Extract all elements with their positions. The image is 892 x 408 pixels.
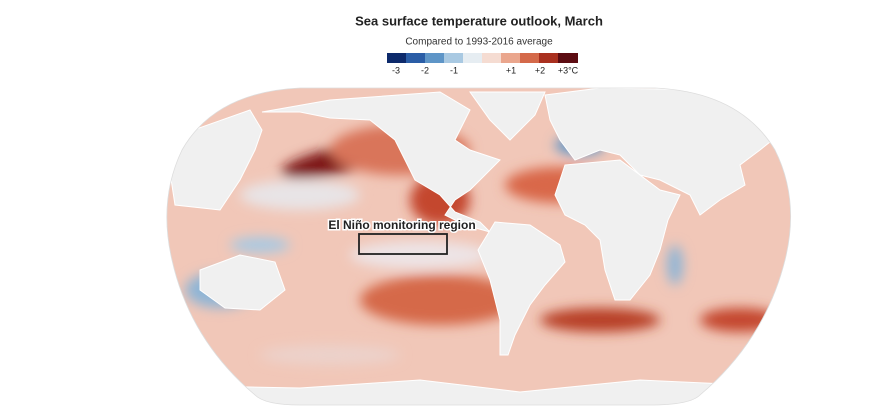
title: Sea surface temperature outlook, March: [355, 13, 603, 28]
legend-swatch: [463, 53, 482, 63]
legend-swatch: [539, 53, 558, 63]
legend-swatch: [387, 53, 406, 63]
legend-label: -2: [421, 65, 429, 75]
legend-label: -1: [450, 65, 458, 75]
legend-swatch: [406, 53, 425, 63]
subtitle: Compared to 1993-2016 average: [405, 37, 553, 48]
legend-swatch: [482, 53, 501, 63]
legend-swatch: [558, 53, 578, 63]
legend-label: +2: [535, 65, 545, 75]
annotation: El Niño monitoring region: [328, 218, 475, 232]
globe-outline: [166, 87, 792, 406]
legend-swatch: [501, 53, 520, 63]
color-legend: -3 -2 -1 +1 +2 +3°C: [387, 53, 579, 75]
legend-swatch: [444, 53, 463, 63]
legend-swatch: [425, 53, 444, 63]
legend-label: -3: [392, 65, 400, 75]
legend-label: +3°C: [558, 65, 579, 75]
world-map: [166, 88, 791, 405]
legend-swatch: [520, 53, 539, 63]
nino-region-box: [358, 233, 448, 255]
legend-label: +1: [506, 65, 516, 75]
